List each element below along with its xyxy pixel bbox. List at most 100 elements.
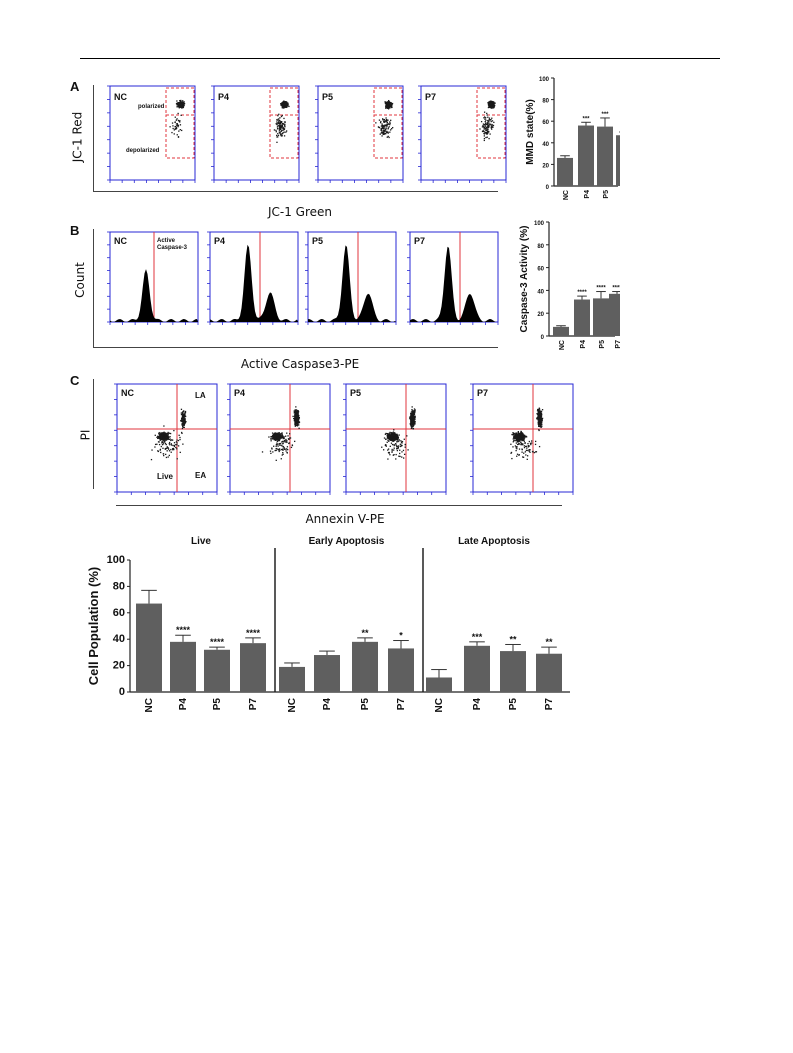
event-dot	[525, 449, 528, 452]
event-dot	[294, 414, 296, 416]
event-dot	[277, 122, 280, 124]
event-dot	[530, 443, 532, 446]
event-dot	[521, 433, 523, 436]
event-dot	[514, 438, 516, 440]
event-dot	[412, 415, 415, 417]
event-dot	[276, 126, 279, 128]
event-dot	[520, 435, 523, 437]
event-dot	[523, 446, 526, 449]
event-dot	[524, 451, 527, 453]
event-dot	[295, 424, 297, 427]
depolarized-gate	[373, 114, 403, 159]
event-dot	[518, 437, 520, 440]
event-dot	[391, 450, 393, 452]
event-dot	[297, 423, 299, 426]
event-dot	[273, 434, 275, 436]
event-dot	[488, 117, 491, 119]
event-dot	[536, 410, 539, 412]
event-dot	[410, 412, 412, 415]
event-dot	[491, 105, 493, 108]
event-dot	[295, 409, 298, 411]
bar-nc	[279, 666, 305, 692]
event-dot	[384, 102, 387, 104]
event-dot	[276, 442, 278, 444]
event-dot	[283, 135, 286, 137]
bar-p5	[204, 649, 230, 692]
event-dot	[400, 444, 403, 446]
event-dot	[171, 439, 173, 441]
event-dot	[273, 445, 275, 447]
plot-label: P4	[214, 236, 225, 246]
event-dot	[271, 435, 274, 437]
event-dot	[385, 128, 387, 130]
event-dot	[492, 124, 495, 127]
significance-label: ***	[601, 112, 609, 118]
event-dot	[515, 442, 517, 444]
event-dot	[382, 119, 384, 121]
event-dot	[409, 416, 411, 418]
event-dot	[161, 440, 163, 443]
event-dot	[483, 137, 486, 140]
event-dot	[164, 448, 167, 450]
event-dot	[392, 440, 394, 442]
event-dot	[411, 422, 414, 424]
event-dot	[163, 437, 166, 440]
event-dot	[522, 439, 525, 441]
event-dot	[537, 419, 539, 421]
event-dot	[277, 122, 279, 124]
event-dot	[168, 438, 170, 441]
event-dot	[523, 438, 525, 440]
event-dot	[482, 130, 484, 132]
y-tick-label: 20	[113, 660, 125, 672]
event-dot	[271, 448, 273, 450]
event-dot	[294, 421, 297, 423]
category-label: P7	[615, 340, 620, 349]
quadrant-label-live: Live	[157, 472, 174, 481]
event-dot	[410, 423, 413, 426]
event-dot	[275, 129, 277, 132]
event-dot	[394, 437, 396, 439]
event-dot	[414, 416, 416, 418]
event-dot	[388, 136, 390, 139]
event-dot	[490, 126, 493, 129]
event-dot	[283, 106, 286, 108]
event-dot	[276, 436, 279, 439]
event-dot	[493, 106, 495, 108]
event-dot	[396, 433, 398, 436]
event-dot	[392, 433, 394, 435]
event-dot	[179, 106, 181, 108]
event-dot	[160, 445, 162, 448]
plot-label: P7	[425, 92, 436, 102]
event-dot	[514, 433, 516, 435]
event-dot	[486, 136, 488, 138]
event-dot	[281, 133, 283, 135]
event-dot	[158, 443, 161, 446]
event-dot	[275, 449, 277, 452]
event-dot	[395, 434, 398, 437]
event-dot	[520, 438, 522, 440]
event-dot	[176, 448, 178, 450]
event-dot	[282, 452, 284, 454]
event-dot	[522, 434, 524, 436]
event-dot	[387, 449, 389, 451]
event-dot	[277, 443, 279, 445]
event-dot	[159, 439, 161, 441]
category-label: P5	[360, 698, 371, 711]
event-dot	[183, 102, 186, 105]
event-dot	[410, 424, 412, 426]
event-dot	[182, 415, 185, 417]
event-dot	[270, 452, 272, 455]
event-dot	[282, 443, 284, 445]
event-dot	[521, 432, 523, 434]
event-dot	[277, 438, 279, 441]
event-dot	[387, 99, 390, 102]
event-dot	[277, 448, 279, 450]
event-dot	[154, 443, 157, 446]
event-dot	[519, 434, 521, 436]
category-label: P5	[212, 698, 223, 711]
event-dot	[181, 107, 184, 109]
event-dot	[412, 419, 415, 421]
y-tick-label: 0	[541, 335, 545, 341]
event-dot	[541, 422, 543, 424]
event-dot	[538, 429, 540, 432]
